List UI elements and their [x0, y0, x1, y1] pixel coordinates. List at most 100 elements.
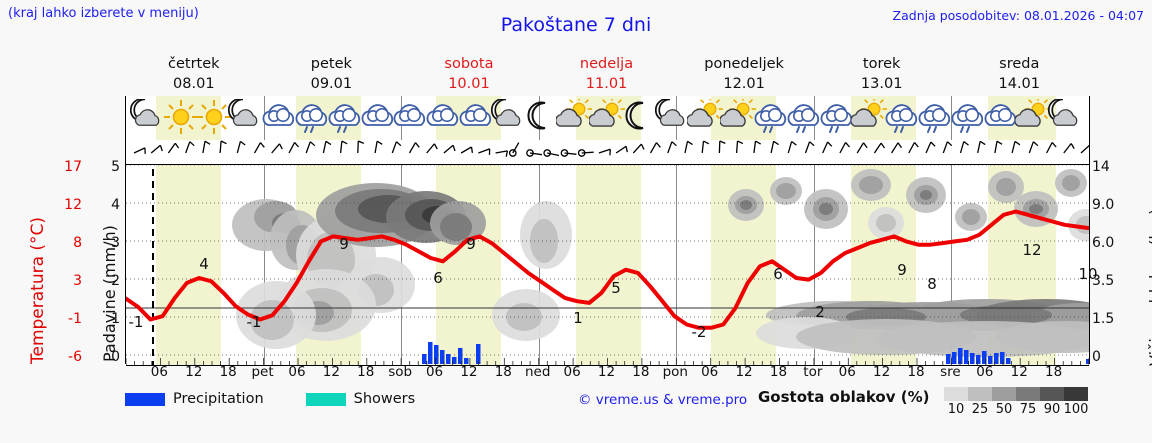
daylight-shade: [156, 165, 221, 365]
moon-cloud-icon: [1048, 99, 1084, 135]
time-tick-label: 18: [494, 364, 512, 380]
day-name: ponedeljek: [704, 56, 784, 72]
temperature-value-label: 10: [1078, 265, 1098, 283]
time-tick-label: 18: [1045, 364, 1063, 380]
day-header-sreda: sreda 14.01: [950, 54, 1088, 96]
day-date: 13.01: [860, 76, 903, 92]
time-tick-label: 12: [322, 364, 340, 380]
moon-icon: [622, 99, 658, 135]
cloudheight-tick: 1.5: [1092, 311, 1115, 327]
location-menu-note[interactable]: (kraj lahko izberete v meniju): [8, 6, 199, 21]
legend: Precipitation Showers: [125, 388, 415, 410]
precipitation-tick: 4: [111, 197, 120, 213]
temperature-tick: 17: [64, 159, 82, 175]
cloudheight-tick: 3.5: [1092, 273, 1115, 289]
time-tick-label: pet: [251, 364, 274, 380]
cloud-rain-icon: [294, 99, 330, 135]
temperature-value-label: 9: [466, 235, 476, 253]
temperature-value-label: 9: [897, 261, 907, 279]
sun-cloud-icon: [589, 99, 626, 135]
time-tick-label: 12: [735, 364, 753, 380]
minor-ticks: [126, 358, 1089, 365]
day-separator: [676, 165, 677, 365]
cloudheight-tick: 6.0: [1092, 235, 1115, 251]
cloud-rain-icon: [950, 99, 986, 135]
day-header-row: četrtek 08.01 petek 09.01 sobota 10.01 nedelja…: [125, 54, 1088, 96]
time-axis: 06 12 18 pet 06 12 18 sob 06 12 18 ned 06 12 18 pon 06 12…: [125, 364, 1088, 384]
day-name: torek: [862, 56, 901, 72]
grid: [126, 165, 1089, 356]
time-tick-label: 06: [425, 364, 444, 380]
time-tick-label: sre: [940, 364, 961, 380]
sun-cloud-icon: [1015, 99, 1052, 135]
precipitation-swatch: [125, 392, 165, 406]
cloud-icon: [392, 99, 428, 135]
time-tick-label: 12: [185, 364, 203, 380]
day-name: nedelja: [579, 56, 634, 72]
day-date: 11.01: [585, 76, 628, 92]
cloud-density-step: [1064, 387, 1088, 401]
time-tick-label: 12: [1010, 364, 1028, 380]
weather-icon-band: [126, 96, 1089, 140]
time-tick-label: 06: [563, 364, 581, 380]
precipitation-tick: 1: [111, 311, 120, 327]
precipitation-axis-title: Padavine (mm/h): [78, 166, 119, 366]
time-tick-label: 06: [150, 364, 168, 380]
day-separator: [814, 165, 815, 365]
day-date: 10.01: [448, 76, 490, 92]
day-header-ponedeljek: ponedeljek 12.01: [675, 54, 813, 96]
time-tick-label: tor: [803, 364, 823, 380]
showers-legend-label: Showers: [353, 391, 416, 407]
cloud-rain-icon: [786, 99, 822, 135]
temperature-tick: 3: [73, 273, 82, 289]
temperature-value-label: 4: [199, 255, 209, 273]
temperature-curve: [126, 209, 1089, 330]
sun-icon: [163, 99, 199, 135]
temperature-tick: 8: [73, 235, 82, 251]
precipitation-legend-label: Precipitation: [173, 391, 264, 407]
time-tick-label: 12: [460, 364, 478, 380]
sun-cloud-icon: [687, 99, 724, 135]
cloud-icon: [360, 99, 396, 135]
time-tick-label: 12: [873, 364, 891, 380]
time-tick-label: 12: [597, 364, 616, 380]
cloud-density-step: [1016, 387, 1040, 401]
sun-icon: [196, 99, 232, 135]
temperature-tick: 12: [64, 197, 82, 213]
day-separator: [539, 96, 540, 140]
cloud-density-tick: 50: [995, 402, 1013, 417]
credit-link[interactable]: © vreme.us & vreme.pro: [578, 392, 748, 408]
cloud-icon: [458, 99, 494, 135]
cloudheight-tick: 14: [1092, 159, 1110, 175]
day-name: sreda: [999, 56, 1040, 72]
temperature-tick: -6: [68, 349, 82, 365]
daylight-shade: [576, 165, 641, 365]
cloudheight-tick: 0: [1092, 349, 1101, 365]
day-date: 14.01: [998, 76, 1041, 92]
cloud-density-step: [944, 387, 968, 401]
day-name: četrtek: [168, 56, 220, 72]
sun-cloud-icon: [851, 99, 888, 135]
sun-cloud-icon: [556, 99, 593, 135]
cloud-density-tick: 75: [1019, 402, 1037, 417]
day-header-sobota: sobota 10.01: [400, 54, 538, 96]
day-name: sobota: [444, 56, 494, 72]
day-date: 09.01: [310, 76, 353, 92]
day-date: 08.01: [173, 76, 215, 92]
wind-barb-band: [126, 140, 1089, 164]
cloud-rain-icon: [884, 99, 920, 135]
precipitation-tick: 5: [111, 159, 120, 175]
temperature-value-label: 2: [815, 303, 825, 321]
moon-icon: [524, 99, 560, 135]
temperature-value-label: 1: [573, 309, 583, 327]
cloudheight-tick: 9.0: [1092, 197, 1115, 213]
last-updated: Zadnja posodobitev: 08.01.2026 - 04:07: [892, 8, 1144, 23]
temperature-axis-title: Temperatura (°C): [6, 166, 48, 366]
cloud-density-step: [1040, 387, 1064, 401]
cloud-rain-icon: [819, 99, 855, 135]
showers-swatch: [305, 392, 346, 406]
temperature-value-label: -2: [691, 323, 707, 341]
meteogram-plot: -1 4 -1 9 6 9 1 5 -2 6 2 9 8 12 10: [125, 96, 1098, 366]
day-separator: [264, 165, 265, 365]
cloud-density-title: Gostota oblakov (%): [758, 388, 930, 406]
